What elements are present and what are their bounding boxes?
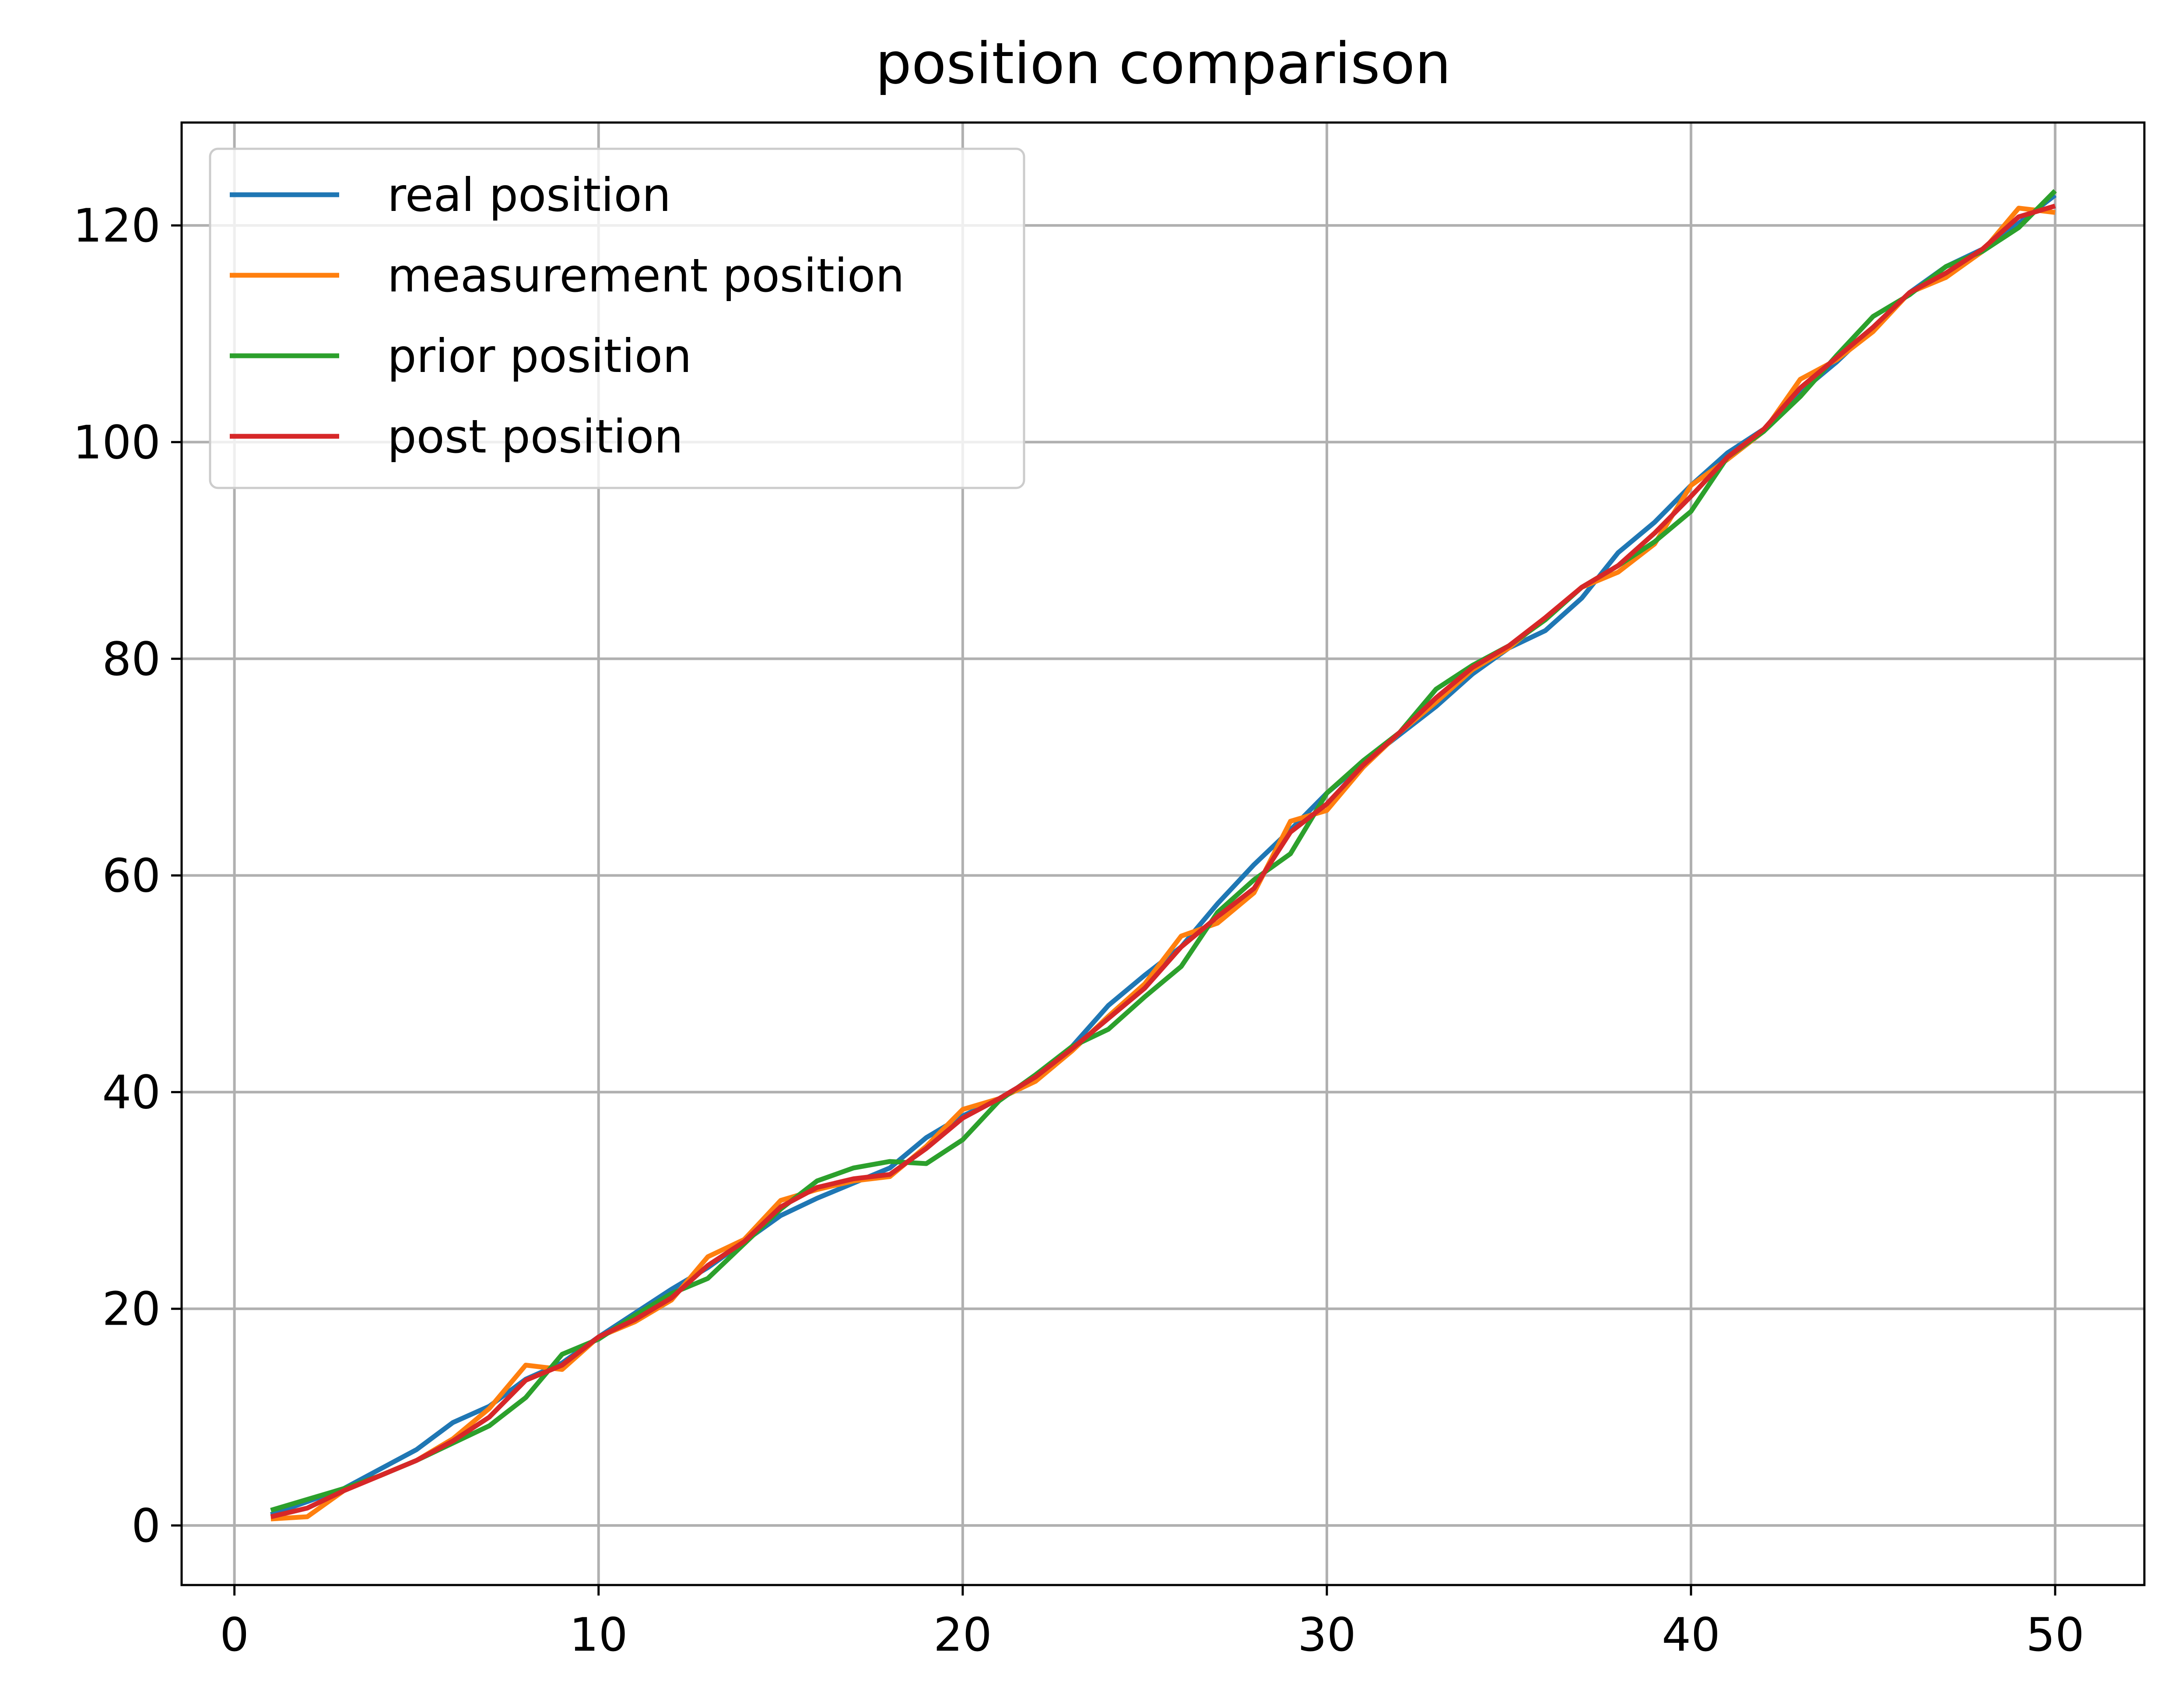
axis-ticks: 0 10 20 30 40 50 0 20 40 60 80 100 120 xyxy=(73,199,2084,1662)
y-tick-label: 0 xyxy=(131,1499,161,1553)
chart-title: position comparison xyxy=(875,30,1451,97)
y-tick-label: 100 xyxy=(73,416,161,469)
legend-label-measurement-position: measurement position xyxy=(387,249,905,302)
x-tick-label: 10 xyxy=(569,1608,628,1662)
legend-label-real-position: real position xyxy=(387,168,671,222)
y-tick-label: 120 xyxy=(73,199,161,253)
legend-label-post-position: post position xyxy=(387,410,683,463)
y-tick-label: 40 xyxy=(102,1066,161,1119)
legend-label-prior-position: prior position xyxy=(387,330,692,383)
x-tick-label: 30 xyxy=(1298,1608,1356,1662)
y-tick-label: 80 xyxy=(102,632,161,686)
legend: real position measurement position prior p… xyxy=(209,147,1025,489)
y-tick-label: 20 xyxy=(102,1283,161,1336)
y-tick-label: 60 xyxy=(102,849,161,903)
x-tick-label: 40 xyxy=(1662,1608,1720,1662)
axes-frame xyxy=(180,121,2146,1586)
x-tick-label: 20 xyxy=(933,1608,992,1662)
series-lines xyxy=(270,189,2057,1522)
x-tick-label: 50 xyxy=(2026,1608,2084,1662)
x-tick-label: 0 xyxy=(220,1608,249,1662)
series-line-post-position xyxy=(270,203,2056,1519)
legend-box xyxy=(209,147,1025,489)
